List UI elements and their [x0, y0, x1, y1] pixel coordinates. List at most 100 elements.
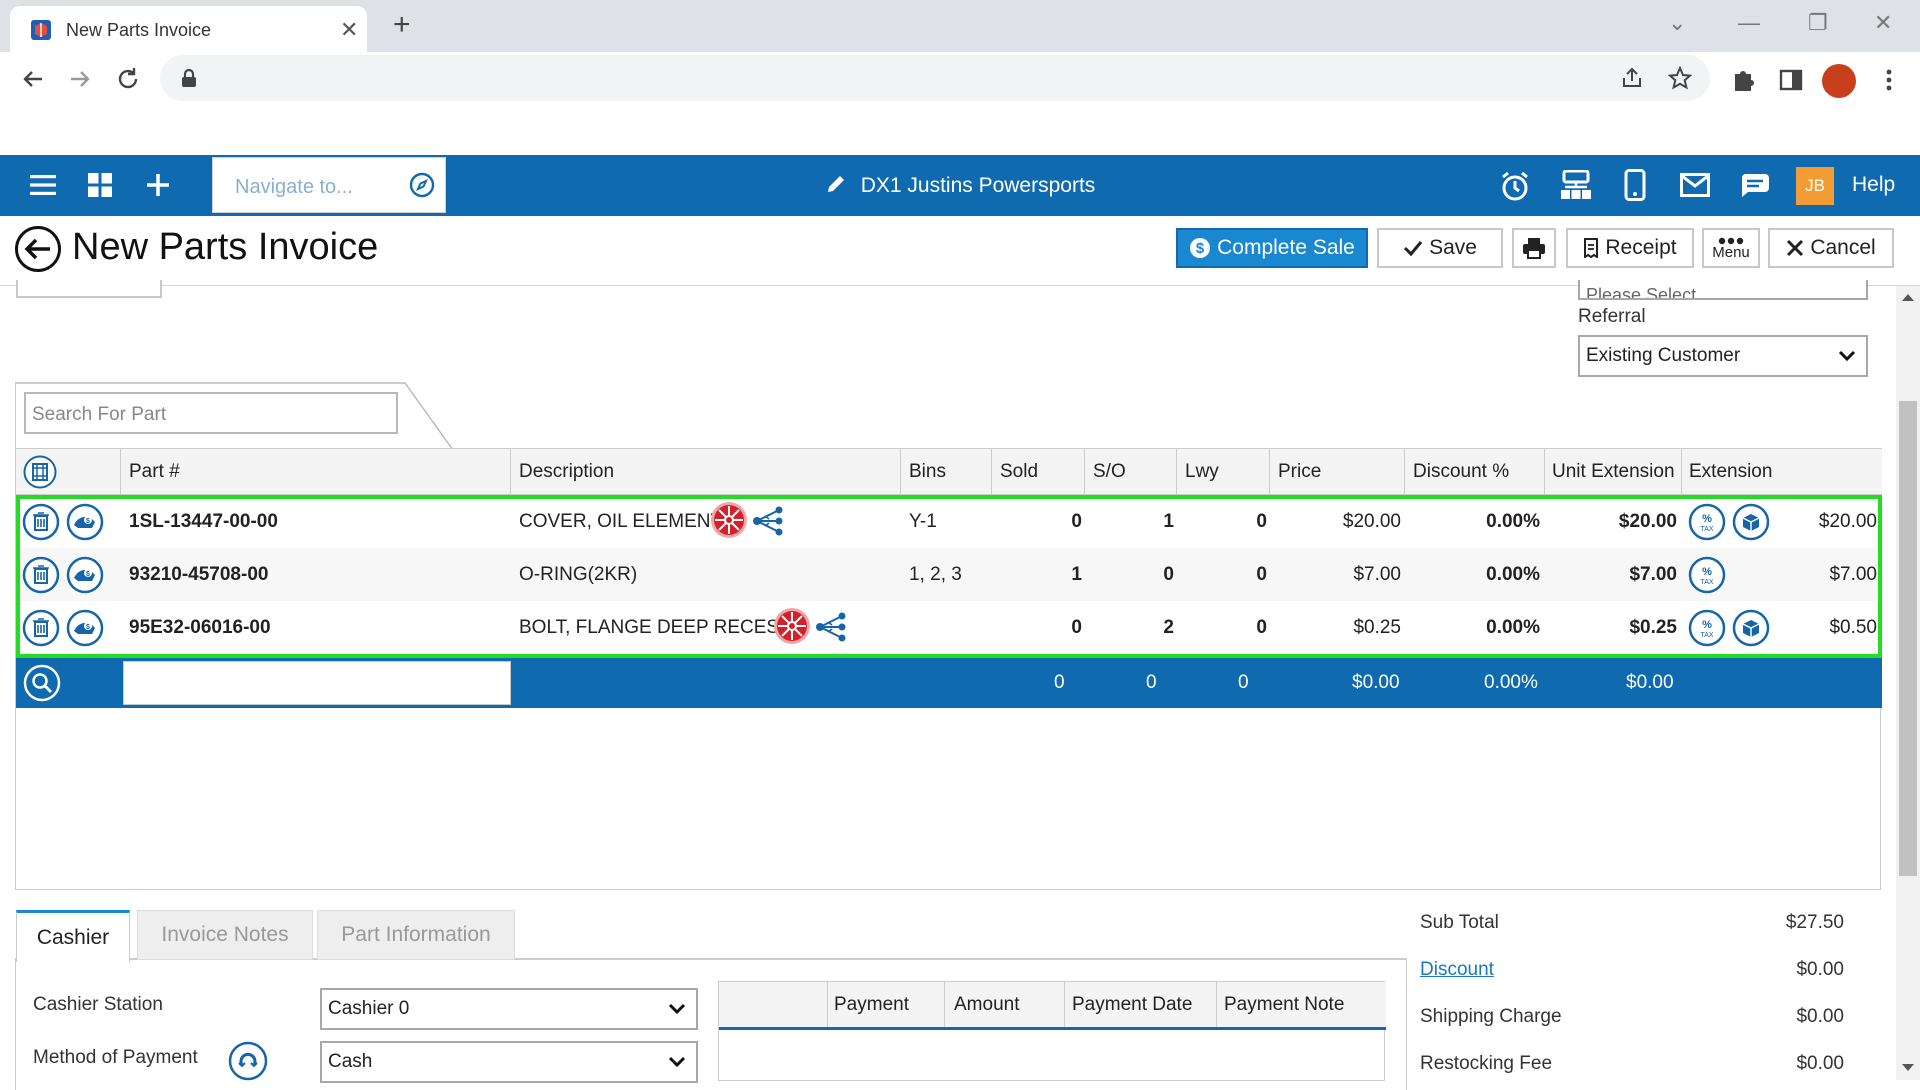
shipping-value: $0.00 [1796, 1006, 1844, 1027]
tab-part-information[interactable]: Part Information [317, 910, 515, 960]
help-link[interactable]: Help [1852, 173, 1896, 196]
scroll-down-icon[interactable] [1902, 1064, 1914, 1071]
navigate-search-input[interactable]: Navigate to... [212, 157, 446, 213]
svg-text:$: $ [86, 518, 90, 525]
referral-select[interactable]: Existing Customer [1578, 335, 1868, 377]
minimize-icon[interactable]: — [1738, 10, 1760, 35]
mobile-phone-icon[interactable] [1624, 169, 1646, 201]
org-chart-icon[interactable] [1560, 170, 1592, 200]
reserve-parts-icon[interactable]: $ [66, 609, 104, 647]
col-lwy[interactable]: Lwy [1185, 461, 1219, 482]
tab-invoice-notes[interactable]: Invoice Notes [137, 910, 313, 960]
mail-icon[interactable] [1680, 173, 1710, 197]
hamburger-menu-icon[interactable] [30, 173, 56, 197]
tax-percent-icon[interactable]: %TAX [1688, 609, 1726, 647]
app-header: Navigate to... DX1 Justins Powersports J… [0, 155, 1920, 216]
user-avatar[interactable]: JB [1796, 167, 1834, 205]
side-panel-icon[interactable] [1776, 65, 1806, 95]
col-sep [1176, 449, 1177, 496]
address-bar[interactable] [160, 55, 1710, 101]
receipt-button[interactable]: Receipt [1566, 228, 1694, 268]
unit-price: $7.00 [1353, 564, 1401, 585]
quick-add-part-input[interactable] [123, 661, 511, 705]
tax-percent-icon[interactable]: %TAX [1688, 503, 1726, 541]
complete-sale-button[interactable]: $ Complete Sale [1176, 228, 1368, 268]
col-extension[interactable]: Extension [1689, 461, 1773, 482]
col-unit-extension[interactable]: Unit Extension [1552, 461, 1675, 482]
save-button[interactable]: Save [1377, 228, 1503, 268]
reload-icon[interactable] [113, 64, 143, 94]
search-circle-icon[interactable] [23, 664, 61, 702]
share-icon[interactable] [1620, 66, 1644, 90]
supersession-tree-icon[interactable] [813, 611, 849, 643]
scroll-up-icon[interactable] [1902, 294, 1914, 301]
qty-lwy: 0 [1256, 617, 1267, 638]
extensions-icon[interactable] [1728, 65, 1758, 95]
package-box-icon[interactable] [1732, 609, 1770, 647]
reserve-parts-icon[interactable]: $ [66, 503, 104, 541]
window-close-icon[interactable]: ✕ [1874, 10, 1893, 35]
tab-close-icon[interactable]: ✕ [340, 17, 359, 42]
app-favicon-icon [31, 20, 51, 40]
col-sold[interactable]: Sold [1000, 461, 1039, 482]
tax-percent-icon[interactable]: %TAX [1688, 556, 1726, 594]
page-scrollbar[interactable] [1896, 286, 1920, 1080]
dealer-name-wrap[interactable]: DX1 Justins Powersports [0, 173, 1920, 198]
col-discount[interactable]: Discount % [1413, 461, 1510, 482]
bookmark-star-icon[interactable] [1668, 66, 1692, 90]
table-row[interactable]: $93210-45708-00 O-RING(2KR) 1, 2, 3 1 0 0 $7.0… [16, 548, 1882, 601]
total-so: 0 [1146, 672, 1157, 693]
forward-icon[interactable] [65, 64, 95, 94]
profile-avatar[interactable] [1822, 64, 1856, 98]
tab-cashier[interactable]: Cashier [16, 910, 130, 962]
col-price[interactable]: Price [1278, 461, 1322, 482]
col-description[interactable]: Description [519, 461, 615, 482]
table-row[interactable]: $1SL-13447-00-00 COVER, OIL ELEMENT Y-1 0 1 0… [16, 495, 1882, 548]
reserve-parts-icon[interactable]: $ [66, 556, 104, 594]
search-part-input[interactable]: Search For Part [24, 392, 398, 434]
cashier-station-select[interactable]: Cashier 0 [320, 988, 698, 1030]
method-of-payment-select[interactable]: Cash [320, 1041, 698, 1083]
delete-trash-icon[interactable] [22, 609, 60, 647]
restore-icon[interactable]: ❐ [1808, 10, 1828, 35]
supersession-tree-icon[interactable] [750, 505, 786, 537]
partial-field-box[interactable] [16, 280, 162, 298]
tab-search-chevron-icon[interactable]: ⌄ [1668, 10, 1687, 35]
discount-link[interactable]: Discount [1420, 959, 1494, 980]
add-icon[interactable] [145, 172, 171, 198]
col-amount[interactable]: Amount [954, 994, 1020, 1015]
qty-so: 1 [1163, 511, 1174, 532]
delete-trash-icon[interactable] [22, 556, 60, 594]
line-extension: $7.00 [1829, 564, 1877, 585]
col-payment[interactable]: Payment [834, 994, 909, 1015]
payment-refresh-icon[interactable] [228, 1041, 268, 1081]
save-label: Save [1429, 236, 1477, 259]
grid-layout-icon[interactable] [23, 455, 57, 489]
col-so[interactable]: S/O [1093, 461, 1126, 482]
browser-tab[interactable]: New Parts Invoice ✕ [10, 6, 367, 52]
edit-pencil-icon[interactable] [825, 173, 847, 195]
col-payment-note[interactable]: Payment Note [1224, 994, 1345, 1015]
dashboard-grid-icon[interactable] [88, 173, 112, 197]
total-sold: 0 [1054, 672, 1065, 693]
menu-button[interactable]: Menu [1702, 228, 1760, 268]
back-arrow-icon[interactable] [14, 225, 62, 273]
table-row[interactable]: $95E32-06016-00 BOLT, FLANGE DEEP RECESS 0… [16, 601, 1882, 654]
back-icon[interactable] [18, 64, 48, 94]
cancel-button[interactable]: Cancel [1768, 228, 1894, 268]
package-box-icon[interactable] [1732, 503, 1770, 541]
scroll-thumb[interactable] [1899, 401, 1917, 876]
compass-icon[interactable] [409, 172, 435, 198]
col-part[interactable]: Part # [129, 461, 180, 482]
new-tab-button[interactable]: + [393, 8, 411, 41]
col-bins[interactable]: Bins [909, 461, 946, 482]
delete-trash-icon[interactable] [22, 503, 60, 541]
print-button[interactable] [1512, 228, 1556, 268]
chat-icon[interactable] [1740, 172, 1770, 198]
col-payment-date[interactable]: Payment Date [1072, 994, 1193, 1015]
unit-price: $20.00 [1342, 511, 1401, 532]
partial-select[interactable]: Please Select [1578, 280, 1868, 300]
browser-menu-icon[interactable] [1874, 65, 1904, 95]
alarm-clock-icon[interactable] [1500, 170, 1530, 202]
qty-so: 0 [1163, 564, 1174, 585]
